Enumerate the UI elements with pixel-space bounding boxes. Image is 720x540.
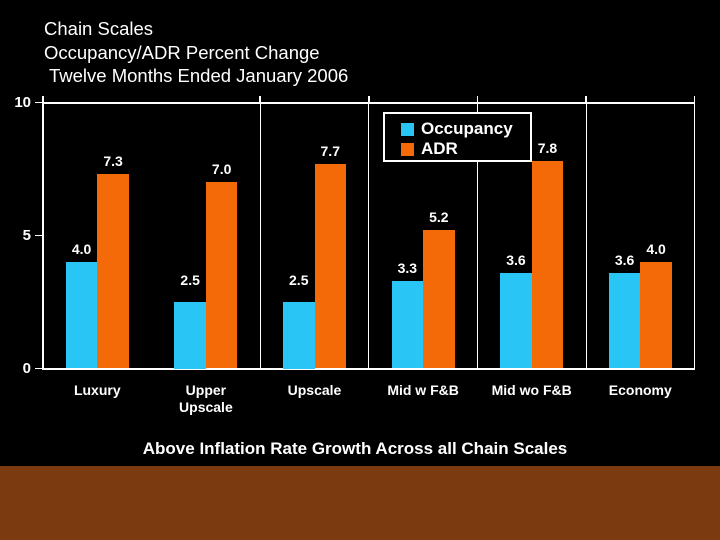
bar-adr-economy [640, 262, 672, 369]
top-tick-mark [368, 95, 370, 103]
bar-adr-luxury [97, 174, 129, 369]
occupancy-swatch-icon [401, 122, 414, 136]
chart-title-line-1: Chain Scales [44, 18, 154, 39]
footer-band [0, 466, 720, 540]
category-label-upscale: Upscale [287, 382, 342, 398]
bar-occupancy-upscale [283, 302, 315, 369]
value-label-adr-upper-upscale: 7.0 [211, 161, 232, 178]
value-label-occupancy-mid-w-f-b: 3.3 [397, 259, 418, 276]
bar-occupancy-economy [608, 272, 641, 369]
bar-adr-upper-upscale [205, 182, 238, 369]
category-label-mid-wo-f-b: Mid wo F&B [491, 382, 572, 398]
x-axis-line [42, 367, 696, 370]
category-separator-line [368, 102, 370, 369]
bar-adr-upscale [314, 163, 346, 369]
value-label-adr-mid-wo-f-b: 7.8 [537, 140, 558, 157]
category-label-mid-w-f-b: Mid w F&B [387, 382, 459, 398]
y-axis-tick-mark [34, 234, 43, 237]
category-label-luxury: Luxury [73, 382, 121, 398]
top-tick-mark [259, 95, 261, 103]
y-axis-tick-mark [34, 367, 43, 370]
value-label-adr-luxury: 7.3 [103, 153, 123, 170]
value-label-occupancy-mid-wo-f-b: 3.6 [506, 251, 526, 268]
y-axis-tick-mark [34, 101, 43, 104]
category-separator-line [585, 102, 587, 369]
bar-occupancy-mid-w-f-b [391, 280, 424, 369]
value-label-adr-economy: 4.0 [646, 241, 666, 258]
value-label-occupancy-upper-upscale: 2.5 [180, 272, 200, 288]
value-label-occupancy-luxury: 4.0 [71, 241, 92, 258]
legend: Occupancy ADR [383, 112, 532, 162]
chart-title: Chain Scales Occupancy/ADR Percent Chang… [44, 17, 348, 88]
bar-occupancy-upper-upscale [174, 302, 206, 369]
bar-occupancy-luxury [65, 262, 98, 369]
bar-adr-mid-w-f-b [423, 230, 455, 369]
legend-item-occupancy: Occupancy [401, 119, 530, 139]
legend-item-adr: ADR [401, 139, 530, 159]
chart-title-line-2: Occupancy/ADR Percent Change [44, 41, 320, 63]
y-axis-line [41, 102, 44, 369]
category-separator-line [694, 102, 696, 369]
top-tick-mark [693, 95, 696, 103]
top-tick-mark [42, 95, 44, 103]
value-label-adr-upscale: 7.7 [320, 142, 340, 159]
caption: Above Inflation Rate Growth Across all C… [142, 439, 568, 458]
category-separator-line [259, 102, 261, 369]
legend-label-occupancy: Occupancy [421, 119, 513, 138]
category-label-upper-upscale: Upper Upscale [179, 382, 233, 415]
adr-swatch-icon [401, 142, 414, 156]
category-separator-line [476, 102, 479, 369]
y-axis-tick-label: 0 [22, 359, 31, 377]
value-label-occupancy-economy: 3.6 [614, 251, 635, 268]
value-label-adr-mid-w-f-b: 5.2 [429, 209, 449, 226]
top-tick-mark [585, 95, 587, 103]
y-axis-tick-label: 5 [22, 226, 31, 244]
legend-label-adr: ADR [421, 139, 458, 158]
top-tick-mark [476, 95, 479, 103]
chart-title-line-3: Twelve Months Ended January 2006 [49, 65, 349, 86]
value-label-occupancy-upscale: 2.5 [289, 272, 309, 288]
bar-adr-mid-wo-f-b [531, 161, 564, 369]
y-axis-tick-label: 10 [14, 93, 31, 111]
bar-occupancy-mid-wo-f-b [500, 272, 532, 369]
category-label-economy: Economy [608, 382, 672, 398]
